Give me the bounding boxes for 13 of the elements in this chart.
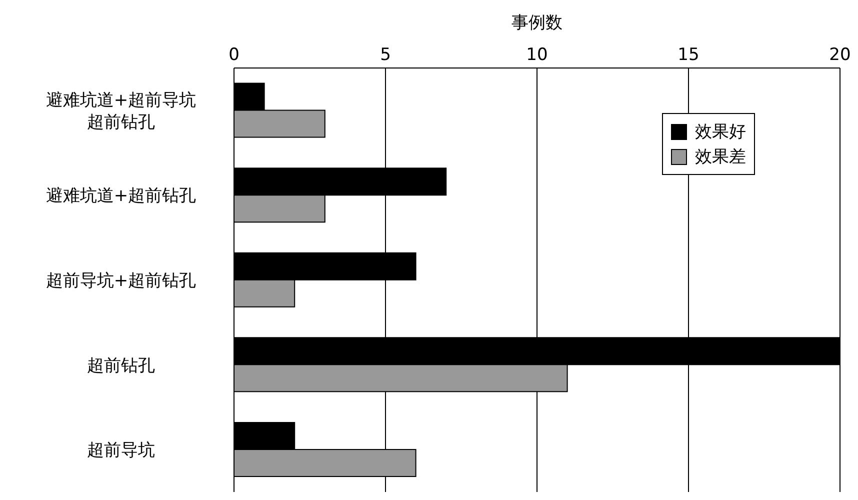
legend-label: 效果差: [695, 146, 746, 168]
x-axis-title: 事例数: [512, 13, 562, 32]
y-tick-label: 避难坑道+超前钻孔: [46, 186, 196, 206]
y-tick-label: 超前导坑+超前钻孔: [46, 271, 196, 291]
x-tick-label: 10: [526, 45, 548, 65]
x-tick-label: 5: [380, 45, 391, 65]
y-tick-label: 超前导坑: [87, 440, 155, 461]
x-tick-label: 0: [228, 45, 240, 65]
y-tick-label: 超前钻孔: [87, 356, 155, 376]
y-tick-label: 避难坑道+超前导坑超前钻孔: [46, 90, 196, 132]
x-tick-label: 15: [678, 45, 700, 65]
x-tick-label: 20: [829, 45, 851, 65]
legend-label: 效果好: [695, 121, 746, 143]
